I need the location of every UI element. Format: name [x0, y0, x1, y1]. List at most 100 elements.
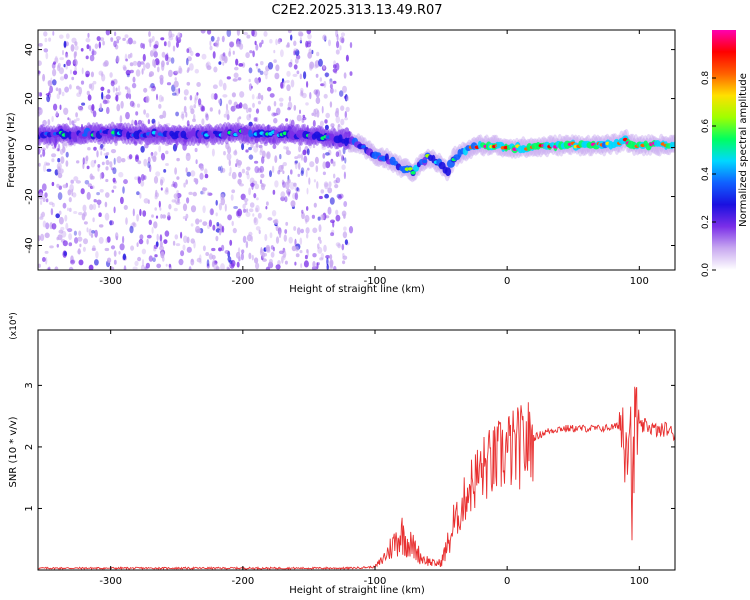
noise-speckle [178, 125, 182, 132]
noise-speckle [324, 193, 329, 199]
noise-speckle [273, 100, 277, 107]
noise-speckle [160, 37, 165, 41]
noise-speckle [242, 235, 247, 243]
noise-speckle [216, 222, 220, 227]
noise-speckle [315, 96, 321, 105]
noise-speckle [235, 104, 241, 109]
noise-speckle [234, 66, 239, 71]
noise-speckle [115, 94, 119, 102]
noise-speckle [242, 103, 248, 110]
noise-speckle [280, 81, 284, 89]
noise-speckle [68, 197, 72, 203]
noise-speckle [44, 37, 48, 43]
noise-speckle [201, 186, 206, 195]
noise-speckle [322, 64, 326, 70]
noise-speckle [162, 256, 165, 262]
noise-speckle [281, 255, 284, 264]
noise-speckle [336, 40, 340, 49]
noise-speckle [335, 49, 340, 55]
noise-speckle [236, 30, 240, 36]
snr-plot-area [38, 330, 675, 570]
noise-speckle [123, 265, 127, 270]
noise-speckle [255, 205, 260, 213]
colorbar-tick-label: 0.4 [701, 167, 711, 182]
noise-speckle [206, 65, 212, 71]
noise-speckle [190, 258, 195, 266]
noise-speckle [261, 156, 265, 164]
noise-speckle [38, 60, 42, 66]
noise-speckle [212, 224, 216, 231]
noise-speckle [228, 51, 232, 57]
snr-x-tick-label: -200 [231, 576, 254, 587]
noise-speckle [155, 215, 159, 219]
noise-speckle [173, 207, 178, 212]
noise-speckle [97, 139, 102, 145]
noise-speckle [256, 197, 259, 201]
noise-speckle [52, 68, 57, 77]
noise-speckle [118, 91, 122, 96]
noise-speckle [165, 123, 171, 127]
noise-speckle [75, 112, 78, 118]
noise-speckle [194, 68, 199, 74]
noise-speckle [41, 183, 47, 191]
noise-speckle [334, 184, 339, 189]
noise-speckle [148, 219, 152, 225]
noise-speckle [151, 214, 154, 218]
noise-speckle [313, 202, 317, 208]
noise-speckle [58, 210, 62, 215]
noise-speckle [314, 64, 318, 69]
noise-speckle [166, 126, 170, 132]
noise-speckle [308, 177, 311, 185]
noise-speckle [330, 158, 334, 164]
noise-speckle [83, 211, 87, 217]
noise-speckle [165, 163, 169, 166]
noise-speckle [105, 166, 109, 171]
noise-speckle [106, 106, 110, 115]
noise-speckle [68, 233, 72, 241]
noise-speckle [137, 160, 142, 165]
noise-speckle [129, 225, 134, 234]
noise-speckle [194, 147, 198, 153]
noise-speckle [341, 164, 346, 170]
noise-speckle [145, 112, 150, 118]
noise-speckle [263, 252, 267, 257]
noise-speckle [153, 151, 158, 156]
noise-speckle [125, 58, 129, 62]
noise-speckle [183, 105, 187, 114]
noise-speckle [269, 93, 275, 98]
noise-speckle [114, 140, 118, 147]
noise-speckle [254, 166, 260, 174]
noise-speckle [255, 44, 259, 51]
noise-speckle [151, 118, 156, 124]
noise-speckle [280, 49, 284, 58]
noise-speckle [96, 199, 102, 205]
noise-speckle [196, 257, 202, 263]
noise-speckle [312, 227, 318, 234]
ridge-core [412, 164, 420, 172]
noise-speckle [344, 117, 348, 121]
noise-speckle [348, 226, 354, 234]
noise-speckle [122, 253, 127, 261]
noise-speckle [252, 50, 255, 58]
noise-speckle [128, 154, 133, 160]
noise-speckle [260, 61, 264, 66]
noise-speckle [132, 208, 135, 217]
noise-speckle [342, 128, 347, 132]
noise-speckle [78, 259, 84, 266]
noise-speckle [182, 203, 188, 212]
noise-speckle [137, 60, 142, 68]
noise-speckle [114, 96, 117, 101]
noise-speckle [115, 232, 119, 240]
noise-speckle [325, 112, 331, 119]
noise-speckle [74, 45, 79, 51]
noise-speckle [45, 198, 49, 203]
snr-frame [37, 329, 676, 571]
noise-speckle [257, 212, 262, 219]
noise-speckle [290, 200, 296, 208]
noise-speckle [286, 188, 291, 195]
noise-speckle [301, 212, 305, 220]
noise-speckle [235, 58, 239, 66]
noise-speckle [78, 106, 84, 111]
noise-speckle [96, 150, 99, 158]
noise-speckle [185, 111, 188, 118]
